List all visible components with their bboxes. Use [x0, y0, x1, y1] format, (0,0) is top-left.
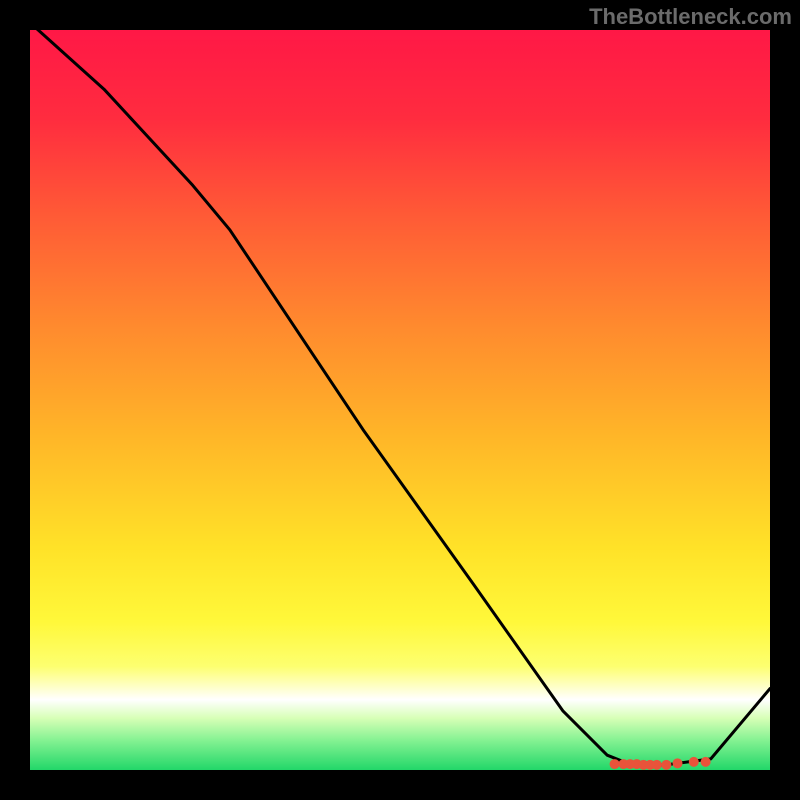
marker-dot: [689, 757, 699, 767]
marker-dot: [661, 760, 671, 770]
marker-dot: [652, 760, 662, 770]
gradient-background: [30, 30, 770, 770]
chart-container: TheBottleneck.com: [0, 0, 800, 800]
bottleneck-chart: [0, 0, 800, 800]
marker-dot: [701, 757, 711, 767]
marker-dot: [610, 759, 620, 769]
watermark-text: TheBottleneck.com: [589, 4, 792, 30]
marker-dot: [673, 758, 683, 768]
